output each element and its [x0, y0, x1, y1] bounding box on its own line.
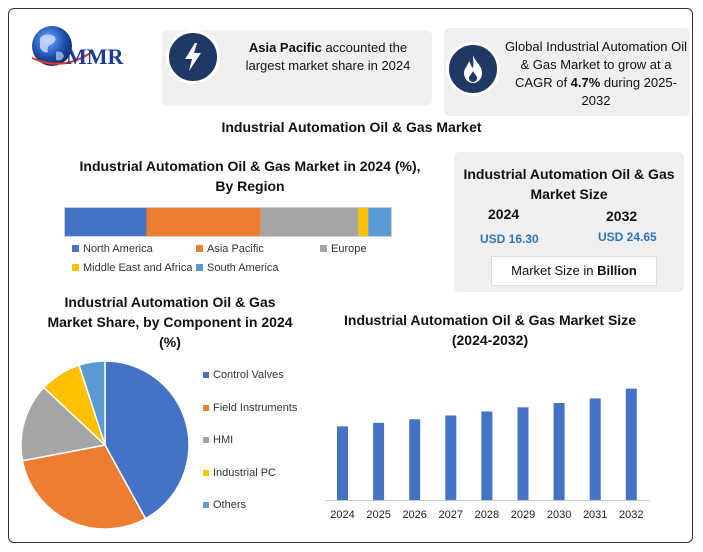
region-legend-europe: Europe — [320, 243, 366, 255]
market-size-chart-title: Industrial Automation Oil & Gas Market S… — [344, 312, 636, 348]
component-legend-others: Others — [203, 499, 246, 511]
flame-icon — [464, 55, 482, 83]
legend-label: Asia Pacific — [207, 243, 264, 255]
year-start: 2024 — [488, 206, 520, 222]
logo-text: MMR — [66, 44, 125, 69]
legend-swatch — [196, 245, 203, 252]
legend-label: South America — [207, 262, 279, 274]
region-highlight-text: Asia Pacific accounted the largest marke… — [245, 40, 411, 73]
region-legend-middle-east-and-africa: Middle East and Africa — [72, 262, 192, 274]
legend-swatch — [72, 264, 79, 271]
value-start: USD 16.30 — [480, 232, 539, 246]
legend-swatch — [203, 404, 209, 411]
legend-label: Industrial PC — [213, 466, 276, 479]
region-segment-north-america — [65, 208, 147, 236]
legend-label: North America — [83, 243, 153, 255]
legend-swatch — [203, 469, 209, 476]
legend-swatch — [320, 245, 327, 252]
market-bar-2024 — [337, 426, 348, 500]
growth-highlight-text: Global Industrial Automation Oil & Gas M… — [504, 39, 688, 108]
region-legend-asia-pacific: Asia Pacific — [196, 243, 264, 255]
legend-label: Field Instruments — [213, 401, 298, 414]
component-chart-title: Industrial Automation Oil & Gas Market S… — [47, 294, 293, 350]
market-bar-2032 — [625, 388, 637, 500]
region-stacked-bar — [64, 207, 392, 237]
main-title: Industrial Automation Oil & Gas Market — [221, 119, 482, 135]
pie-slice-others — [78, 360, 106, 446]
component-legend-hmi: HMI — [203, 434, 233, 446]
market-size-card: Industrial Automation Oil & Gas Market S… — [454, 152, 684, 292]
region-highlight-card: Asia Pacific accounted the largest marke… — [162, 30, 432, 106]
pie-slice-control-valves — [104, 360, 190, 520]
component-legend-industrial-pc: Industrial PC — [203, 467, 276, 479]
x-tick-label: 2030 — [546, 509, 572, 521]
region-legend-south-america: South America — [196, 262, 279, 274]
x-tick-label: 2027 — [438, 509, 464, 521]
market-bar-2027 — [445, 415, 457, 500]
region-segment-south-america — [368, 208, 391, 236]
legend-swatch — [72, 245, 79, 252]
market-bar-2025 — [373, 422, 385, 500]
flame-badge — [446, 42, 500, 96]
component-legend-field-instruments: Field Instruments — [203, 402, 297, 414]
region-chart-title: Industrial Automation Oil & Gas Market i… — [79, 158, 421, 194]
globe-icon: MMR — [31, 26, 125, 69]
legend-swatch — [203, 437, 209, 443]
x-tick-label: 2032 — [619, 509, 644, 521]
value-end: USD 24.65 — [598, 230, 657, 244]
legend-label: Others — [213, 499, 247, 511]
market-bar-2026 — [409, 419, 421, 500]
market-size-unit-label: Market Size in Billion — [491, 256, 657, 286]
legend-label: Europe — [331, 243, 367, 255]
market-size-bar-chart — [325, 388, 650, 501]
market-bar-2028 — [481, 411, 493, 500]
component-pie-chart — [20, 360, 190, 530]
x-tick-label: 2026 — [402, 509, 427, 521]
x-tick-label: 2029 — [510, 509, 536, 521]
legend-swatch — [196, 264, 203, 271]
legend-label: Middle East and Africa — [83, 262, 193, 274]
region-segment-europe — [260, 208, 359, 236]
lightning-icon — [185, 43, 201, 71]
market-bar-2029 — [517, 407, 529, 500]
region-segment-middle-east-and-africa — [358, 208, 369, 236]
lightning-badge — [166, 30, 220, 84]
x-tick-label: 2024 — [330, 509, 355, 521]
pie-slice-hmi — [20, 386, 107, 462]
x-tick-label: 2028 — [474, 509, 500, 521]
market-bar-2031 — [589, 398, 601, 500]
region-segment-asia-pacific — [146, 208, 261, 236]
year-end: 2032 — [606, 208, 638, 224]
region-bar-outline — [64, 207, 392, 237]
growth-highlight-card: Global Industrial Automation Oil & Gas M… — [444, 28, 690, 116]
legend-label: HMI — [213, 434, 234, 446]
region-legend-north-america: North America — [72, 243, 153, 255]
legend-label: Control Valves — [213, 369, 284, 381]
legend-swatch — [203, 502, 209, 508]
market-bar-2030 — [553, 402, 565, 500]
legend-swatch — [203, 372, 209, 378]
pie-slice-field-instruments — [21, 444, 147, 530]
brand-logo: MMR — [30, 22, 150, 82]
component-legend-control-valves: Control Valves — [203, 369, 284, 381]
x-tick-label: 2031 — [582, 509, 608, 521]
market-size-title: Industrial Automation Oil & Gas Market S… — [463, 166, 675, 202]
x-tick-label: 2025 — [366, 509, 391, 521]
